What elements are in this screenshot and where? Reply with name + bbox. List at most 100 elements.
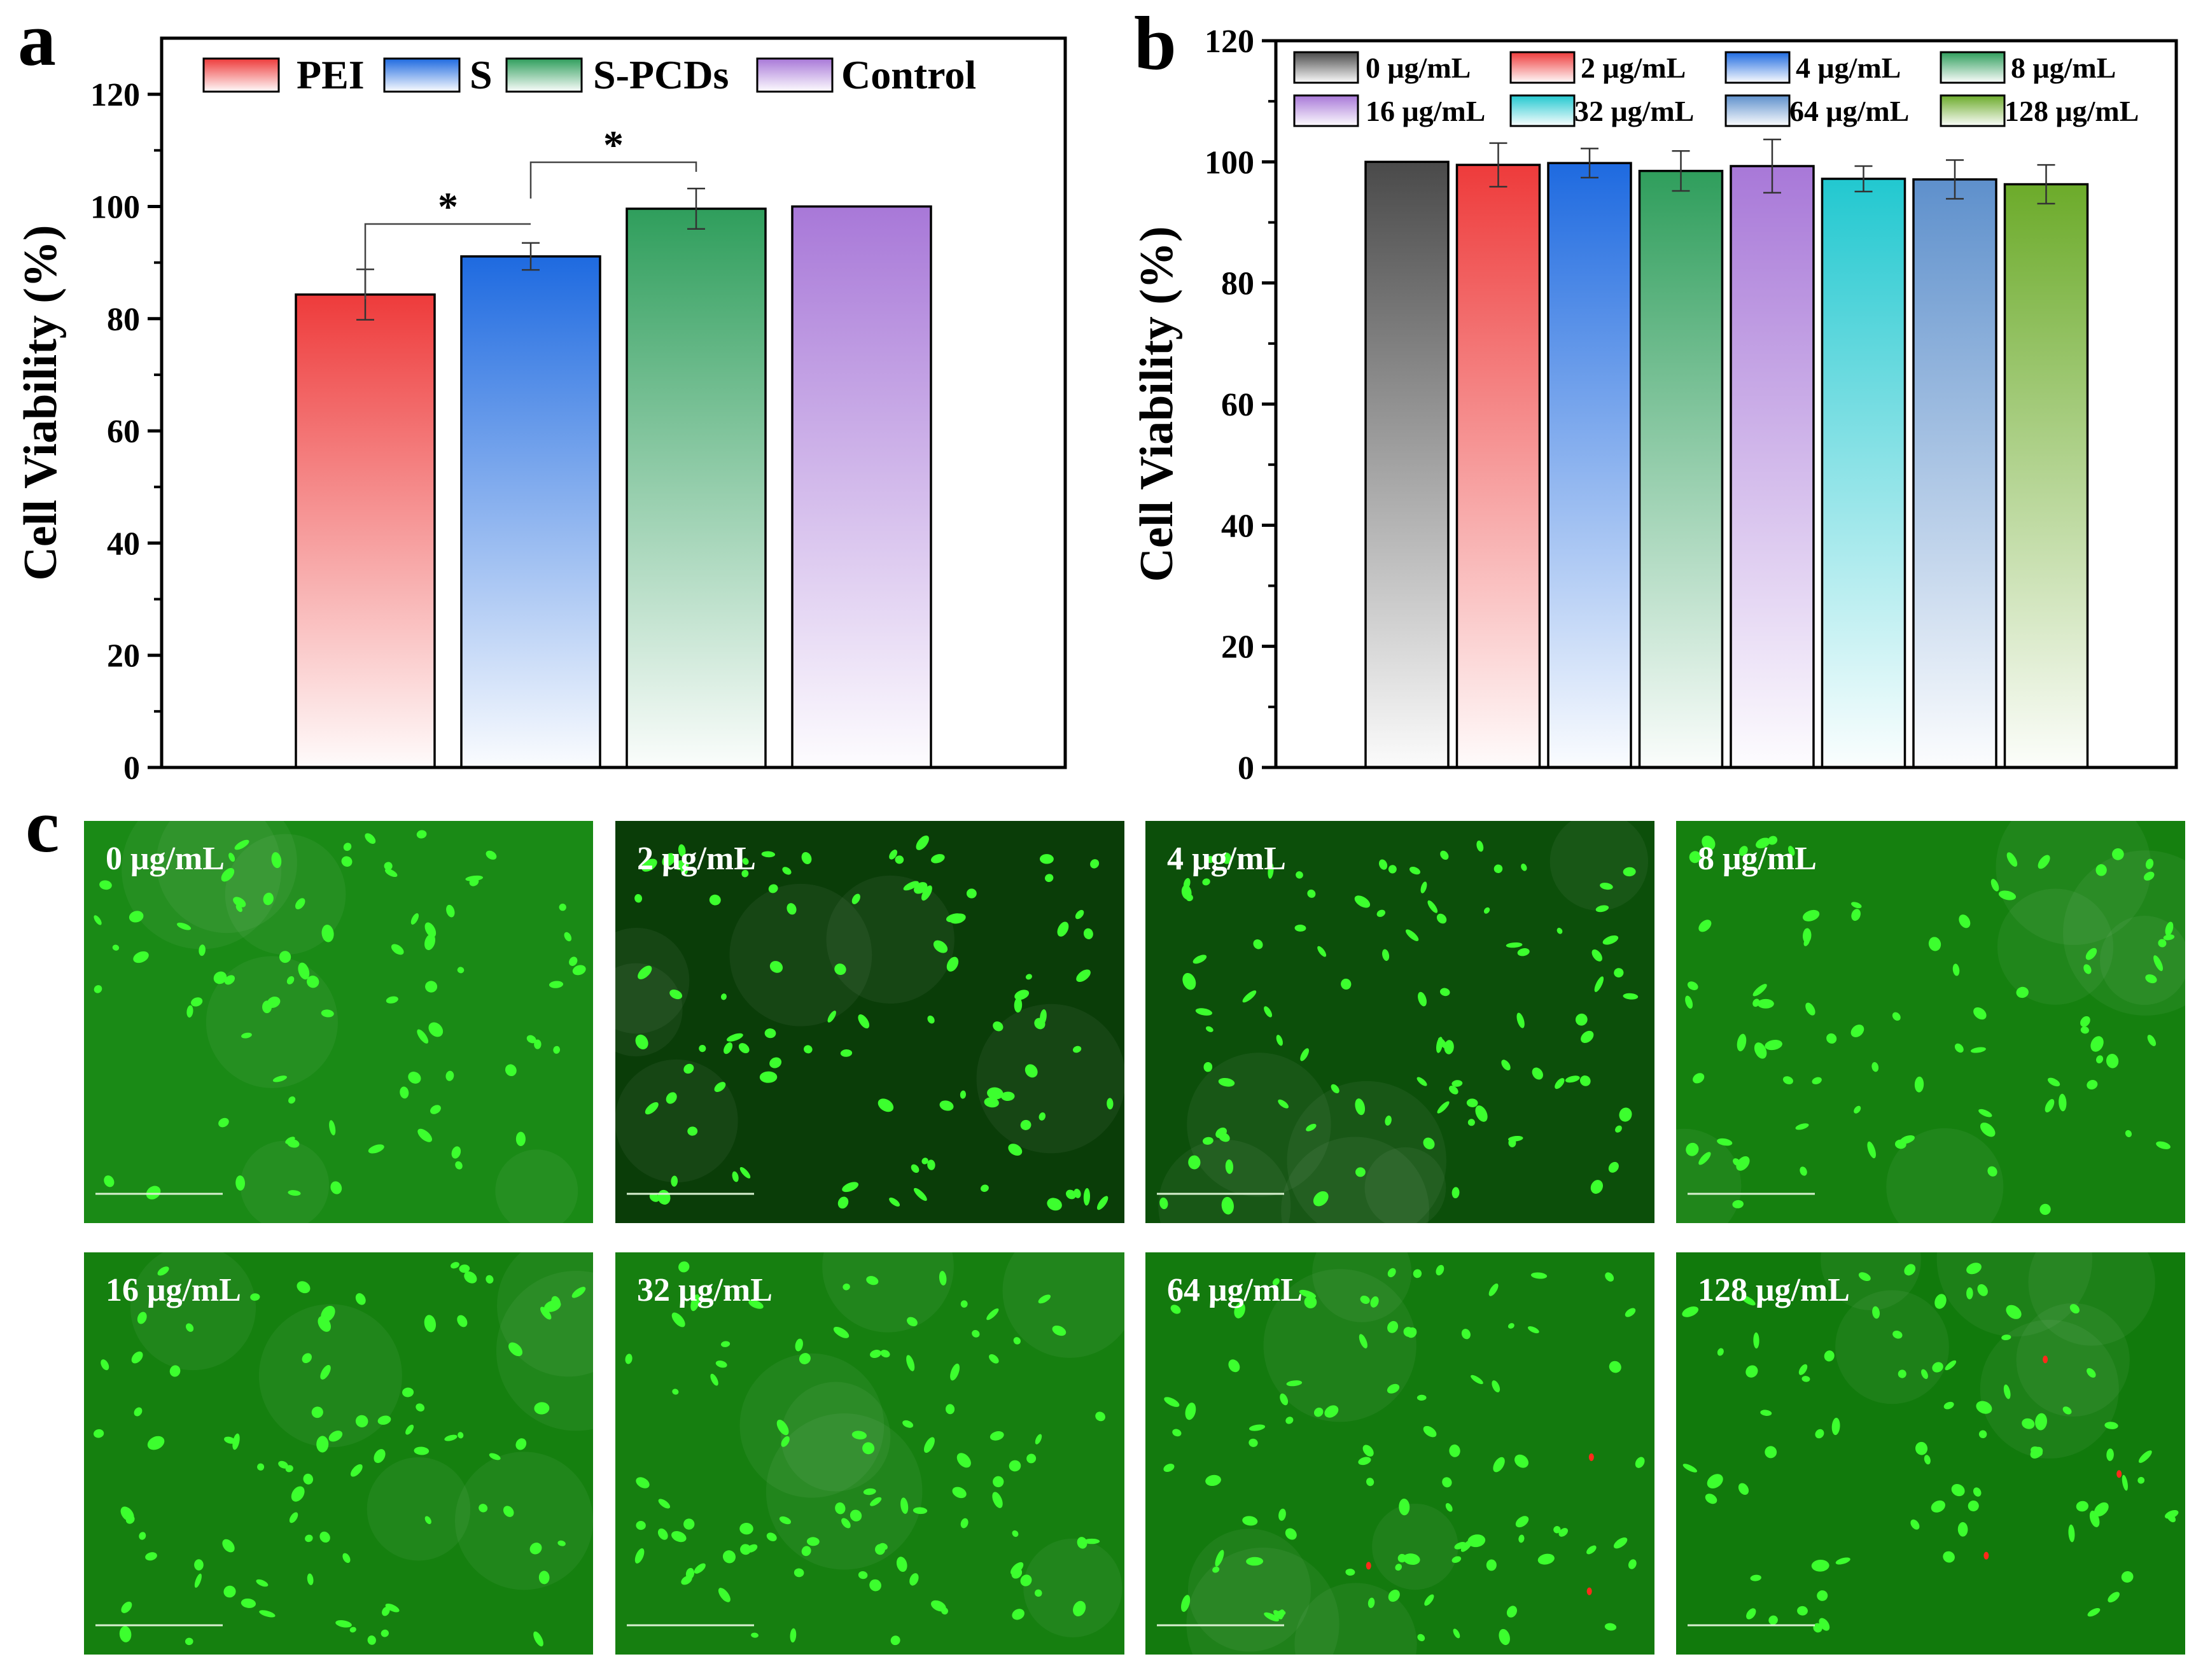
- micrograph-4-g-ml: 4 μg/mL: [1145, 821, 1654, 1223]
- micrograph-cells: [1682, 1252, 2179, 1633]
- live-cell: [913, 1507, 928, 1515]
- legend-swatch-0-g-ml: [1293, 51, 1359, 84]
- live-cell: [1858, 1272, 1871, 1282]
- live-cell: [1466, 1098, 1478, 1107]
- live-cell: [1872, 1306, 1880, 1319]
- live-cell: [1084, 1538, 1100, 1544]
- background-halo: [1364, 1147, 1446, 1223]
- live-cell: [1306, 1123, 1317, 1131]
- live-cell: [906, 1355, 915, 1371]
- live-cell: [683, 1063, 694, 1074]
- live-cell: [1797, 1606, 1808, 1616]
- live-cell: [1451, 1556, 1462, 1563]
- live-cell: [505, 1064, 517, 1077]
- live-cell: [742, 858, 749, 865]
- live-cell: [993, 1021, 1004, 1032]
- live-cell: [858, 1571, 868, 1579]
- live-cell: [1387, 1383, 1400, 1394]
- live-cell: [870, 1350, 881, 1358]
- background-halo: [822, 1252, 954, 1333]
- micrograph-0-g-ml: 0 μg/mL: [84, 821, 593, 1223]
- live-cell: [2069, 1304, 2080, 1314]
- live-cell: [1096, 1196, 1108, 1210]
- significance-brackets-a: **: [364, 122, 697, 299]
- live-cell: [1296, 871, 1303, 879]
- live-cell: [382, 1606, 390, 1616]
- live-cell: [1090, 859, 1100, 869]
- live-cell: [424, 1516, 431, 1524]
- live-cell: [1608, 1161, 1619, 1173]
- live-cell: [1020, 1119, 1032, 1130]
- live-cell: [1423, 1137, 1435, 1150]
- legend-swatch-128-g-ml: [1940, 94, 2006, 127]
- live-cell: [259, 1610, 276, 1618]
- live-cell: [638, 965, 652, 979]
- legend-swatch-32-g-ml: [1509, 94, 1576, 127]
- live-cell: [1705, 1494, 1717, 1504]
- live-cell: [424, 1315, 437, 1333]
- live-cell: [1851, 902, 1862, 909]
- live-cell: [104, 1175, 115, 1187]
- live-cell: [1760, 1410, 1772, 1416]
- live-cell: [569, 956, 578, 966]
- live-cell: [1203, 1137, 1213, 1145]
- live-cell: [1045, 874, 1054, 883]
- live-cell: [658, 1499, 671, 1509]
- live-cell: [1276, 1610, 1286, 1616]
- live-cell: [989, 1354, 999, 1364]
- legend-label-control: Control: [841, 52, 976, 97]
- live-cell: [1600, 883, 1613, 890]
- bar-8-g-ml: [1638, 169, 1724, 769]
- live-cell: [1420, 881, 1427, 893]
- live-cell: [1264, 1612, 1279, 1621]
- live-cell: [1628, 1559, 1637, 1569]
- background-halo: [206, 956, 338, 1088]
- live-cell: [2080, 1026, 2089, 1034]
- live-cell: [966, 888, 977, 899]
- legend-label-8-g-ml: 8 μg/mL: [2011, 52, 2116, 84]
- live-cell: [1047, 1198, 1062, 1211]
- live-cell: [1499, 1628, 1510, 1646]
- live-cell: [1034, 1589, 1042, 1597]
- bar-control: [791, 205, 932, 769]
- live-cell: [311, 1406, 323, 1418]
- live-cell: [391, 944, 404, 955]
- micrograph-label-128-g-ml: 128 μg/mL: [1698, 1272, 1850, 1308]
- micrograph-cells: [1163, 1252, 1645, 1655]
- live-cell: [1591, 949, 1602, 962]
- live-cell: [1915, 1441, 1928, 1455]
- background-halo: [615, 928, 690, 1034]
- live-cell: [1253, 939, 1263, 949]
- live-cell: [1234, 1302, 1245, 1319]
- live-cell: [147, 1436, 165, 1450]
- live-cell: [2163, 934, 2175, 941]
- live-cell: [185, 1637, 193, 1646]
- live-cell: [941, 1607, 948, 1615]
- live-cell: [1300, 1048, 1309, 1061]
- micrograph-grid: 0 μg/mL 2 μg/mL 4 μg/mL 8 μg/mL 16 μg/mL 32 μ…: [84, 821, 2185, 1655]
- live-cell: [1436, 1264, 1444, 1276]
- live-cell: [2165, 921, 2174, 936]
- live-cell: [1181, 1595, 1191, 1612]
- live-cell: [2068, 1524, 2075, 1543]
- live-cell: [157, 1266, 169, 1276]
- live-cell: [464, 1271, 477, 1284]
- live-cell: [1035, 1434, 1042, 1445]
- micrograph-label-32-g-ml: 32 μg/mL: [637, 1272, 773, 1308]
- live-cell: [1805, 1002, 1815, 1016]
- live-cell: [1553, 1526, 1561, 1534]
- live-cell: [1698, 1152, 1711, 1165]
- live-cell: [972, 1330, 980, 1338]
- live-cell: [1943, 1551, 1955, 1563]
- live-cell: [377, 1415, 391, 1425]
- background-halo: [976, 1004, 1124, 1154]
- live-cell: [1815, 1429, 1824, 1439]
- live-cell: [1403, 1553, 1420, 1565]
- live-cell: [515, 1131, 526, 1147]
- micrograph-label-4-g-ml: 4 μg/mL: [1167, 841, 1286, 877]
- y-tick-label-40: 40: [1221, 508, 1254, 544]
- y-tick-label-20: 20: [107, 638, 140, 675]
- live-cell: [1506, 942, 1523, 948]
- live-cell: [636, 1477, 650, 1488]
- legend-swatch-2-g-ml: [1509, 51, 1576, 84]
